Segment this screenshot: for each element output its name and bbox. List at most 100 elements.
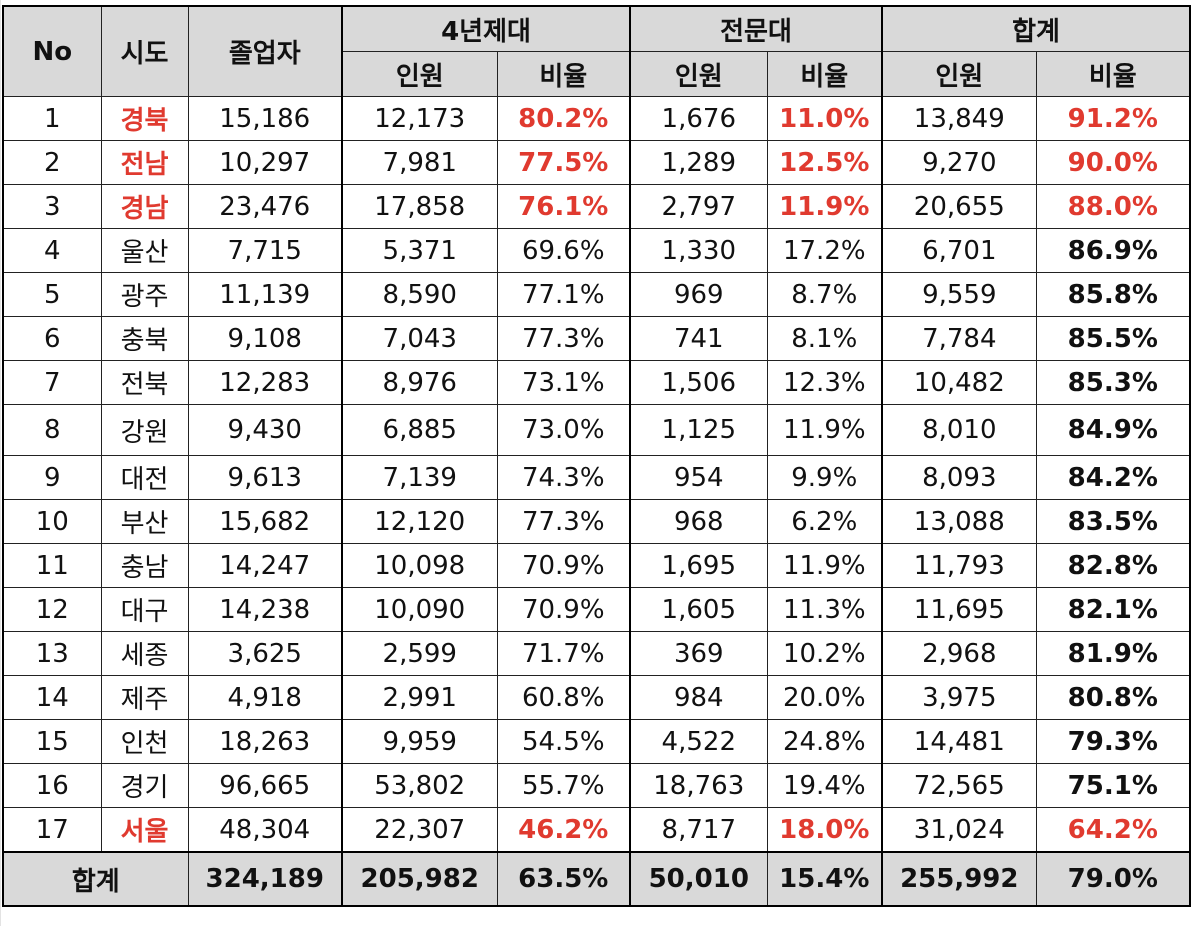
- table-row: 14 제주 4,918 2,991 60.8% 984 20.0% 3,975 80.8%: [2, 675, 1192, 720]
- header-junior-college: 전문대: [629, 5, 884, 52]
- table-row: 17 서울 48,304 22,307 46.2% 8,717 18.0% 31,024 64.…: [2, 807, 1192, 853]
- table-row: 10 부산 15,682 12,120 77.3% 968 6.2% 13,088 83.5%: [2, 499, 1192, 544]
- cell-region: 인천: [100, 719, 189, 764]
- cell-4yr-count: 53,802: [341, 763, 498, 808]
- cell-jc-count: 1,506: [629, 360, 768, 405]
- cell-jc-ratio: 20.0%: [766, 675, 884, 720]
- cell-region: 전남: [100, 140, 189, 185]
- table-row: 16 경기 96,665 53,802 55.7% 18,763 19.4% 72,565 75…: [2, 763, 1192, 808]
- header-total-group: 합계: [881, 5, 1192, 52]
- cell-jc-count: 741: [629, 316, 768, 361]
- cell-no: 2: [2, 140, 102, 185]
- table-row: 2 전남 10,297 7,981 77.5% 1,289 12.5% 9,270 90.0%: [2, 140, 1192, 185]
- cell-graduates: 96,665: [187, 763, 343, 808]
- table-row: 8 강원 9,430 6,885 73.0% 1,125 11.9% 8,010 84.9%: [2, 404, 1192, 456]
- cell-graduates: 9,430: [187, 404, 343, 456]
- cell-jc-count: 1,330: [629, 228, 768, 273]
- cell-region: 경북: [100, 96, 189, 141]
- cell-jc-ratio: 8.7%: [766, 272, 884, 317]
- cell-total-count: 3,975: [881, 675, 1037, 720]
- cell-total-ratio: 82.8%: [1035, 543, 1192, 588]
- table-row: 3 경남 23,476 17,858 76.1% 2,797 11.9% 20,655 88.0…: [2, 184, 1192, 229]
- table-row: 11 충남 14,247 10,098 70.9% 1,695 11.9% 11,793 82.…: [2, 543, 1192, 588]
- total-total-ratio: 79.0%: [1035, 851, 1192, 907]
- total-4yr-ratio: 63.5%: [496, 851, 632, 907]
- cell-total-ratio: 80.8%: [1035, 675, 1192, 720]
- cell-total-ratio: 85.3%: [1035, 360, 1192, 405]
- cell-graduates: 15,186: [187, 96, 343, 141]
- cell-graduates: 7,715: [187, 228, 343, 273]
- cell-no: 5: [2, 272, 102, 317]
- cell-jc-ratio: 18.0%: [766, 807, 884, 853]
- cell-jc-count: 984: [629, 675, 768, 720]
- cell-jc-count: 968: [629, 499, 768, 544]
- cell-jc-ratio: 8.1%: [766, 316, 884, 361]
- cell-jc-ratio: 6.2%: [766, 499, 884, 544]
- cell-region: 제주: [100, 675, 189, 720]
- cell-4yr-ratio: 77.1%: [496, 272, 632, 317]
- cell-jc-ratio: 24.8%: [766, 719, 884, 764]
- cell-total-count: 31,024: [881, 807, 1037, 853]
- cell-graduates: 18,263: [187, 719, 343, 764]
- cell-no: 14: [2, 675, 102, 720]
- cell-region: 서울: [100, 807, 189, 853]
- cell-total-count: 20,655: [881, 184, 1037, 229]
- cell-total-ratio: 84.2%: [1035, 455, 1192, 500]
- cell-total-count: 8,010: [881, 404, 1037, 456]
- cell-no: 9: [2, 455, 102, 500]
- cell-jc-count: 1,605: [629, 587, 768, 632]
- cell-graduates: 3,625: [187, 631, 343, 676]
- cell-no: 6: [2, 316, 102, 361]
- cell-region: 대전: [100, 455, 189, 500]
- cell-region: 울산: [100, 228, 189, 273]
- cell-4yr-ratio: 73.0%: [496, 404, 632, 456]
- cell-4yr-ratio: 60.8%: [496, 675, 632, 720]
- cell-total-ratio: 90.0%: [1035, 140, 1192, 185]
- cell-jc-ratio: 17.2%: [766, 228, 884, 273]
- cell-total-ratio: 91.2%: [1035, 96, 1192, 141]
- cell-jc-count: 1,676: [629, 96, 768, 141]
- cell-total-ratio: 75.1%: [1035, 763, 1192, 808]
- cell-4yr-count: 2,599: [341, 631, 498, 676]
- cell-4yr-count: 7,139: [341, 455, 498, 500]
- cell-4yr-ratio: 55.7%: [496, 763, 632, 808]
- cell-graduates: 12,283: [187, 360, 343, 405]
- table-row: 7 전북 12,283 8,976 73.1% 1,506 12.3% 10,482 85.3%: [2, 360, 1192, 405]
- cell-jc-ratio: 19.4%: [766, 763, 884, 808]
- cell-jc-ratio: 11.9%: [766, 404, 884, 456]
- cell-total-count: 7,784: [881, 316, 1037, 361]
- cell-4yr-count: 9,959: [341, 719, 498, 764]
- cell-no: 13: [2, 631, 102, 676]
- header-jc-count: 인원: [629, 51, 768, 97]
- cell-graduates: 48,304: [187, 807, 343, 853]
- cell-4yr-count: 22,307: [341, 807, 498, 853]
- header-4yr-count: 인원: [341, 51, 498, 97]
- cell-jc-count: 4,522: [629, 719, 768, 764]
- cell-total-ratio: 85.5%: [1035, 316, 1192, 361]
- cell-graduates: 15,682: [187, 499, 343, 544]
- header-4yr-ratio: 비율: [496, 51, 632, 97]
- cell-graduates: 14,247: [187, 543, 343, 588]
- cell-4yr-count: 17,858: [341, 184, 498, 229]
- cell-region: 광주: [100, 272, 189, 317]
- cell-jc-count: 8,717: [629, 807, 768, 853]
- cell-region: 경남: [100, 184, 189, 229]
- cell-jc-ratio: 11.9%: [766, 184, 884, 229]
- cell-jc-count: 1,289: [629, 140, 768, 185]
- total-total-count: 255,992: [881, 851, 1037, 907]
- cell-region: 대구: [100, 587, 189, 632]
- cell-graduates: 14,238: [187, 587, 343, 632]
- cell-4yr-count: 2,991: [341, 675, 498, 720]
- cell-jc-ratio: 10.2%: [766, 631, 884, 676]
- cell-jc-ratio: 11.0%: [766, 96, 884, 141]
- cell-jc-ratio: 12.3%: [766, 360, 884, 405]
- cell-graduates: 11,139: [187, 272, 343, 317]
- cell-total-count: 11,793: [881, 543, 1037, 588]
- cell-total-ratio: 82.1%: [1035, 587, 1192, 632]
- cell-graduates: 4,918: [187, 675, 343, 720]
- cell-4yr-count: 10,098: [341, 543, 498, 588]
- cell-4yr-ratio: 70.9%: [496, 587, 632, 632]
- cell-total-count: 13,088: [881, 499, 1037, 544]
- cell-total-ratio: 81.9%: [1035, 631, 1192, 676]
- cell-no: 3: [2, 184, 102, 229]
